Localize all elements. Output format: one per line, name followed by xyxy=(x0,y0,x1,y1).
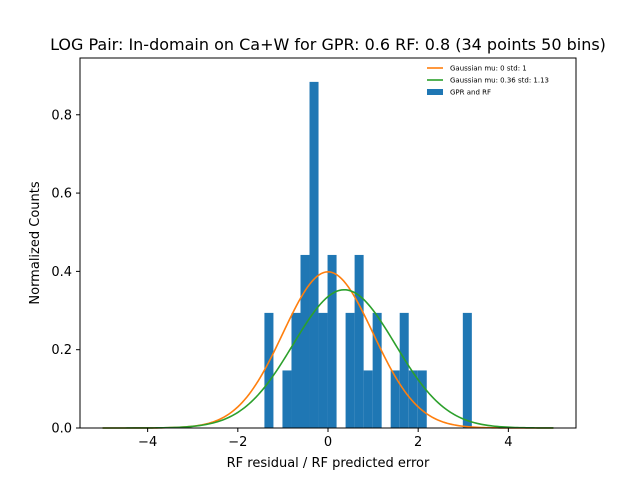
chart-title: LOG Pair: In-domain on Ca+W for GPR: 0.6… xyxy=(50,35,606,54)
y-axis-label: Normalized Counts xyxy=(28,181,43,304)
histogram-bar-7 xyxy=(345,312,355,428)
histogram-bar-2 xyxy=(291,312,301,428)
y-tick-label: 0.0 xyxy=(51,422,72,437)
y-tick-label: 0.8 xyxy=(51,108,72,123)
legend-swatch-patch xyxy=(427,89,443,95)
legend-label: Gaussian mu: 0 std: 1 xyxy=(450,65,527,73)
y-tick-label: 0.6 xyxy=(51,187,72,202)
x-tick-label: −2 xyxy=(228,435,247,450)
histogram-bar-12 xyxy=(399,312,409,428)
histogram-bar-11 xyxy=(390,370,400,428)
histogram-bar-0 xyxy=(264,312,274,428)
legend-label: GPR and RF xyxy=(450,89,491,97)
x-tick-label: 2 xyxy=(414,435,422,450)
y-axis-ticks: 0.0 0.2 0.4 0.6 0.8 xyxy=(51,108,80,437)
y-tick-label: 0.4 xyxy=(51,265,72,280)
x-tick-label: 0 xyxy=(324,435,332,450)
x-axis-label: RF residual / RF predicted error xyxy=(227,456,430,471)
gaussian-curves xyxy=(102,270,554,429)
histogram-bar-15 xyxy=(462,312,472,428)
histogram-bar-1 xyxy=(282,370,292,428)
histogram-bar-10 xyxy=(372,312,382,428)
histogram-bar-6 xyxy=(327,254,337,428)
y-tick-label: 0.2 xyxy=(51,343,72,358)
histogram-bar-4 xyxy=(309,81,319,428)
x-axis-ticks: −4 −2 0 2 4 xyxy=(138,428,513,450)
legend: Gaussian mu: 0 std: 1 Gaussian mu: 0.36 s… xyxy=(427,65,549,97)
x-tick-label: 4 xyxy=(504,435,512,450)
histogram-bars xyxy=(264,81,472,428)
histogram-bar-9 xyxy=(363,370,373,428)
gaussian-curve-1 xyxy=(102,288,554,429)
histogram-bar-5 xyxy=(318,312,328,428)
histogram-bar-3 xyxy=(300,254,310,428)
x-tick-label: −4 xyxy=(138,435,157,450)
legend-label: Gaussian mu: 0.36 std: 1.13 xyxy=(450,77,549,85)
histogram-bar-13 xyxy=(408,370,418,428)
histogram-bar-14 xyxy=(417,370,427,428)
histogram-bar-8 xyxy=(354,254,364,428)
